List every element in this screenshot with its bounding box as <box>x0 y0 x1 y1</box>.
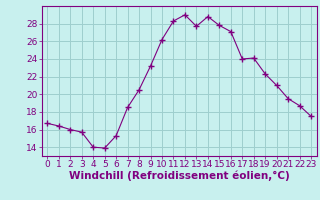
X-axis label: Windchill (Refroidissement éolien,°C): Windchill (Refroidissement éolien,°C) <box>69 171 290 181</box>
